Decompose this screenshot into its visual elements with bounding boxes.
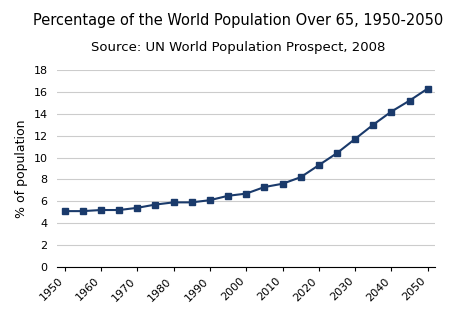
Text: Source: UN World Population Prospect, 2008: Source: UN World Population Prospect, 20… xyxy=(91,41,386,54)
Y-axis label: % of population: % of population xyxy=(15,119,28,218)
Text: Percentage of the World Population Over 65, 1950-2050: Percentage of the World Population Over … xyxy=(33,13,444,28)
